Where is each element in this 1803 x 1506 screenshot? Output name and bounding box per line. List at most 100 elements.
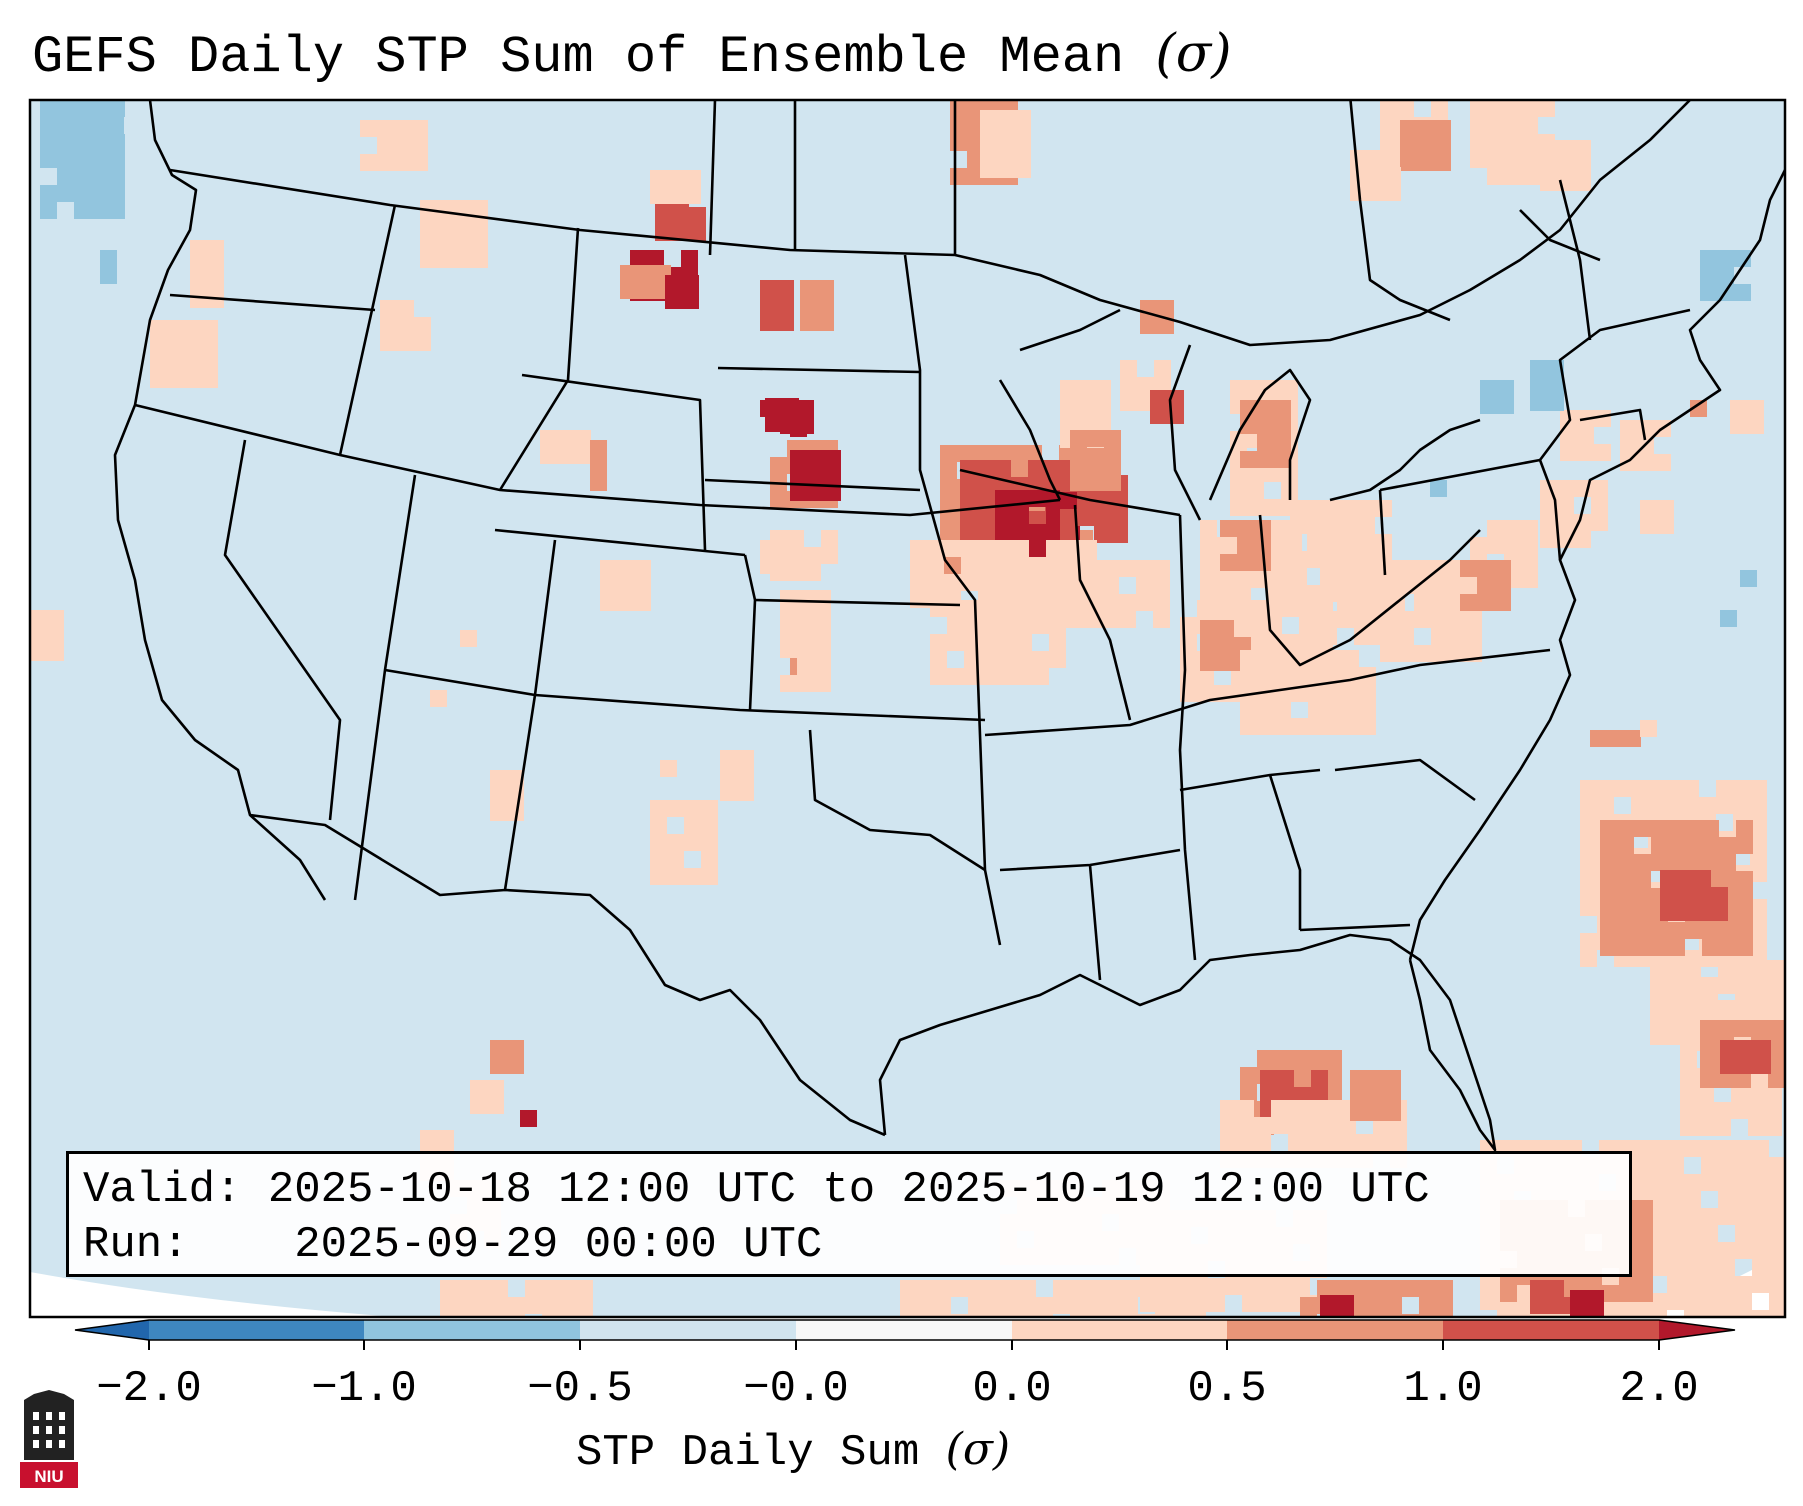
stp-cell bbox=[150, 371, 167, 388]
stp-cell bbox=[1337, 1312, 1354, 1317]
stp-cell bbox=[40, 134, 57, 151]
stp-cell bbox=[1765, 1119, 1782, 1136]
stp-cell bbox=[559, 1280, 576, 1297]
stp-cell bbox=[1094, 414, 1111, 431]
stp-cell bbox=[1636, 1200, 1653, 1217]
stp-cell bbox=[474, 1280, 491, 1297]
stp-cell bbox=[1274, 400, 1291, 417]
stp-cell bbox=[944, 540, 961, 557]
stp-cell bbox=[1217, 637, 1234, 654]
pacific-coastline bbox=[113, 100, 327, 901]
stp-cell bbox=[507, 1040, 524, 1057]
stp-cell bbox=[1487, 168, 1504, 185]
stp-cell bbox=[1019, 1314, 1036, 1317]
stp-cell bbox=[491, 1314, 508, 1317]
stp-cell bbox=[1045, 460, 1062, 477]
stp-cell bbox=[471, 234, 488, 251]
stp-cell bbox=[1684, 1191, 1701, 1208]
stp-cell bbox=[1200, 620, 1217, 637]
stp-cell bbox=[1465, 611, 1482, 628]
stp-cell bbox=[1431, 100, 1448, 117]
stp-cell bbox=[1104, 1314, 1121, 1317]
stp-cell bbox=[1617, 837, 1634, 854]
stp-cell bbox=[1667, 1174, 1684, 1191]
colorbar-label: STP Daily Sum (σ) bbox=[576, 1424, 1010, 1478]
stp-cell bbox=[1180, 634, 1197, 651]
stp-cell bbox=[100, 267, 117, 284]
stp-cell bbox=[1367, 1104, 1384, 1121]
stp-cell bbox=[1701, 1208, 1718, 1225]
stp-cell bbox=[1557, 480, 1574, 497]
stp-cell bbox=[1102, 594, 1119, 611]
stp-cell bbox=[430, 690, 447, 707]
border-line-11 bbox=[708, 100, 717, 256]
stp-cell bbox=[440, 1297, 457, 1314]
stp-cell bbox=[681, 250, 698, 267]
stp-cell bbox=[964, 600, 981, 617]
stp-cell bbox=[1265, 617, 1282, 634]
stp-cell bbox=[1731, 1102, 1748, 1119]
colorbar-segment bbox=[1227, 1320, 1443, 1340]
stp-cell bbox=[1470, 117, 1487, 134]
colorbar-tick-label: 0.0 bbox=[972, 1364, 1052, 1414]
stp-cell bbox=[1487, 134, 1504, 151]
stp-cell bbox=[1694, 870, 1711, 887]
stp-cell bbox=[1597, 780, 1614, 797]
stp-cell bbox=[1230, 482, 1247, 499]
stp-cell bbox=[1470, 134, 1487, 151]
stp-cell bbox=[1651, 939, 1668, 956]
stp-cell bbox=[1714, 1000, 1731, 1017]
border-line-1 bbox=[134, 403, 1061, 517]
stp-cell bbox=[1570, 1290, 1587, 1307]
stp-cell bbox=[1264, 380, 1281, 397]
stp-cell bbox=[1299, 617, 1316, 634]
stp-cell bbox=[91, 168, 108, 185]
stp-cell bbox=[1220, 520, 1237, 537]
stp-cell bbox=[40, 185, 57, 202]
stp-cell bbox=[650, 187, 667, 204]
stp-cell bbox=[1341, 500, 1358, 517]
stp-cell bbox=[1717, 267, 1734, 284]
stp-cell bbox=[377, 120, 394, 137]
stp-cell bbox=[1637, 454, 1654, 471]
stp-cell bbox=[1634, 871, 1651, 888]
border-line-20 bbox=[984, 648, 1551, 737]
stp-cell bbox=[1384, 167, 1401, 184]
stp-cell bbox=[1736, 871, 1753, 888]
stp-cell bbox=[1731, 1000, 1748, 1017]
colorbar-tick-label: 2.0 bbox=[1619, 1364, 1699, 1414]
stp-cell bbox=[930, 634, 947, 651]
stp-cell bbox=[1734, 1020, 1751, 1037]
logo-windows bbox=[33, 1412, 65, 1448]
stp-anomaly-cells bbox=[30, 100, 1785, 1317]
stp-cell bbox=[207, 240, 224, 257]
stp-cell bbox=[689, 224, 706, 241]
stp-cell bbox=[47, 610, 64, 627]
stp-cell bbox=[150, 320, 167, 337]
stp-cell bbox=[1700, 267, 1717, 284]
stp-cell bbox=[737, 767, 754, 784]
stp-cell bbox=[474, 1297, 491, 1314]
stp-cell bbox=[1667, 1208, 1684, 1225]
stp-cell bbox=[1325, 1084, 1342, 1101]
stp-cell bbox=[1521, 151, 1538, 168]
stp-cell bbox=[1685, 820, 1702, 837]
stp-cell bbox=[1700, 284, 1717, 301]
stp-cell bbox=[790, 467, 807, 484]
stp-cell bbox=[1752, 1259, 1769, 1276]
stp-cell bbox=[650, 800, 667, 817]
stp-cell bbox=[30, 610, 47, 627]
mexico-border bbox=[249, 813, 886, 1137]
stp-cell bbox=[1667, 1140, 1684, 1157]
stp-cell bbox=[1648, 780, 1665, 797]
stp-cell bbox=[1701, 1140, 1718, 1157]
stp-cell bbox=[1720, 610, 1737, 627]
stp-cell bbox=[790, 420, 807, 437]
stp-cell bbox=[1337, 577, 1354, 594]
stp-cell bbox=[1268, 554, 1285, 571]
stp-cell bbox=[1325, 718, 1342, 735]
stp-cell bbox=[1197, 600, 1214, 617]
stp-cell bbox=[917, 1297, 934, 1314]
stp-cell bbox=[667, 834, 684, 851]
info-box: Valid: 2025-10-18 12:00 UTC to 2025-10-1… bbox=[66, 1151, 1632, 1277]
